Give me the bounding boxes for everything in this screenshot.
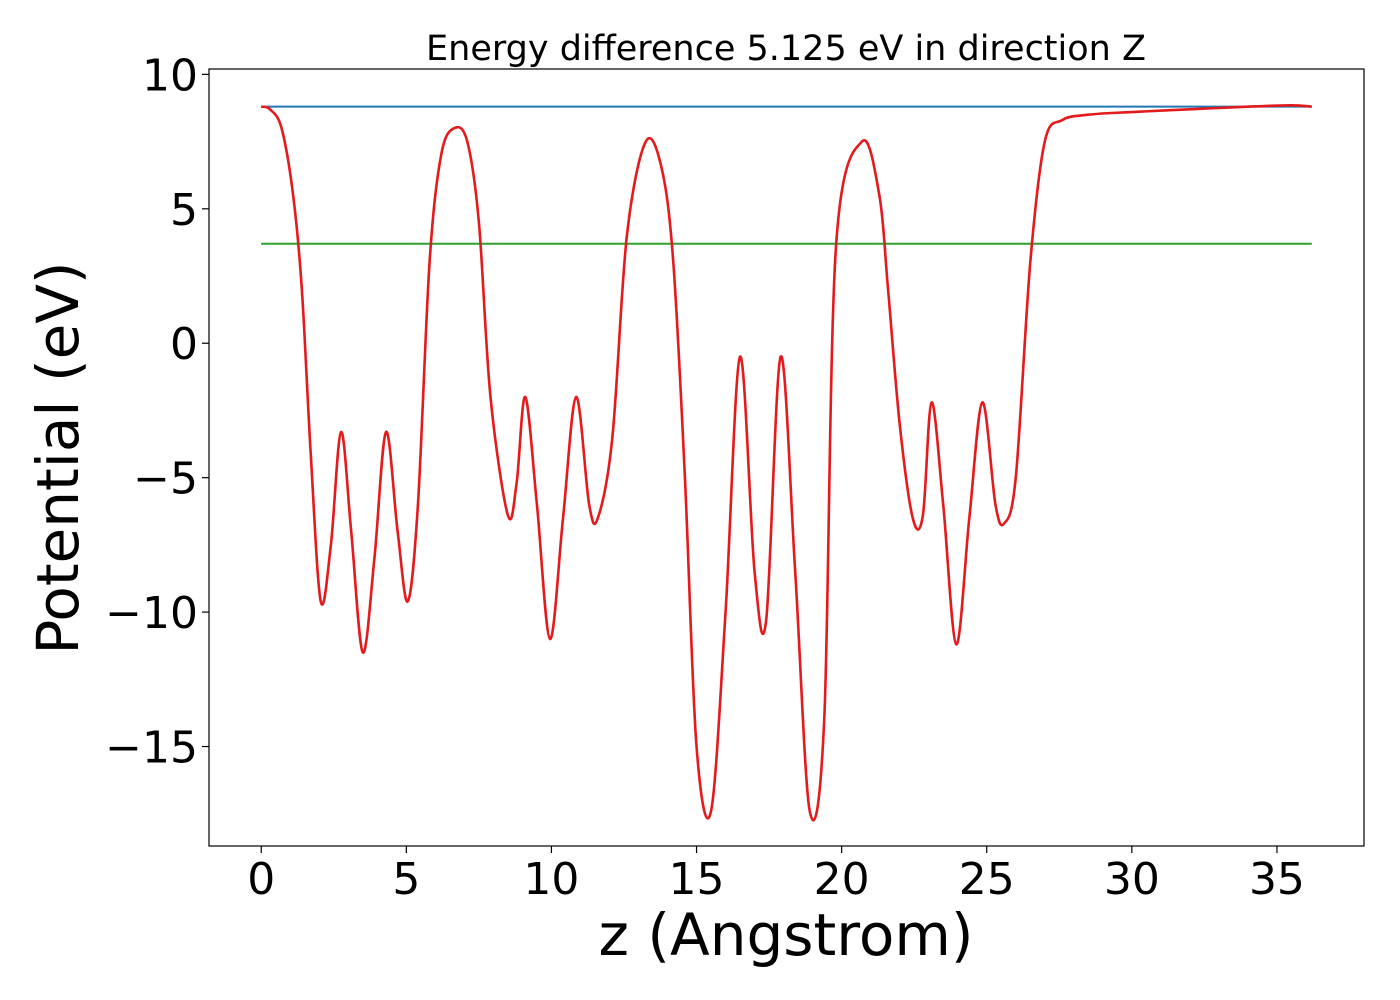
x-axis-label: z (Angstrom) bbox=[599, 901, 974, 969]
chart-title: Energy difference 5.125 eV in direction … bbox=[426, 29, 1146, 69]
x-tick-label: 20 bbox=[814, 854, 870, 905]
plot-frame bbox=[208, 68, 1365, 847]
x-tick-label: 25 bbox=[959, 854, 1015, 905]
x-tick-label: 35 bbox=[1249, 854, 1305, 905]
y-tick-label: 10 bbox=[142, 50, 198, 101]
series-layer bbox=[260, 103, 1312, 822]
y-tick-label: 0 bbox=[170, 319, 198, 370]
ticks-layer: 0 5 10 15 20 25 30 35 10 5 0 −5 −10 −15 bbox=[105, 50, 1305, 905]
y-tick-label: 5 bbox=[170, 185, 198, 236]
x-tick-label: 15 bbox=[669, 854, 725, 905]
x-tick-label: 30 bbox=[1104, 854, 1160, 905]
y-tick-label: −10 bbox=[105, 588, 198, 639]
potential-line bbox=[260, 103, 1312, 822]
x-tick-label: 10 bbox=[523, 854, 579, 905]
y-tick-label: −15 bbox=[105, 723, 198, 774]
y-tick-label: −5 bbox=[133, 454, 198, 505]
y-axis-label: Potential (eV) bbox=[24, 261, 92, 654]
x-tick-label: 0 bbox=[247, 854, 275, 905]
x-tick-label: 5 bbox=[392, 854, 420, 905]
